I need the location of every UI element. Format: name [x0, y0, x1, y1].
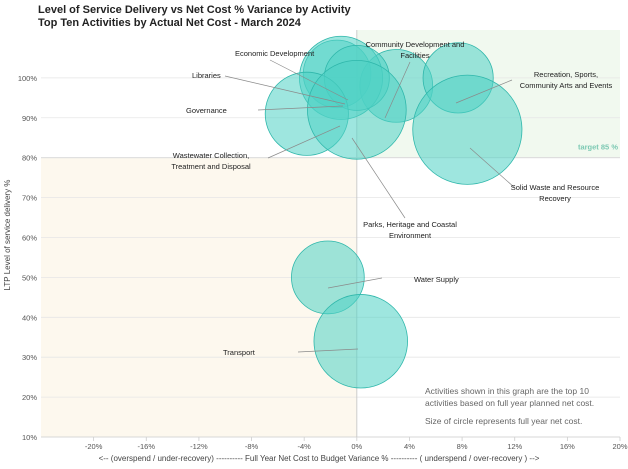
y-tick-label: 90%: [22, 114, 37, 123]
target-label: target 85 %: [578, 143, 618, 152]
y-tick-label: 80%: [22, 154, 37, 163]
x-tick-label: 0%: [351, 442, 362, 451]
x-tick-label: 20%: [612, 442, 627, 451]
bubble-label-line: Libraries: [192, 71, 221, 80]
bubble-label-line: Economic Development: [235, 49, 315, 58]
bubble-label: Libraries: [192, 71, 221, 80]
leader-line: [351, 137, 406, 219]
bubble-label-line: Recreation, Sports,: [534, 70, 598, 79]
leader-line: [257, 105, 344, 111]
x-tick-label: 16%: [560, 442, 575, 451]
bubble-label-line: Community Arts and Events: [520, 81, 613, 90]
leader-line: [224, 75, 346, 105]
x-tick-label: -4%: [298, 442, 312, 451]
bubble-label: Community Development and Facilities: [366, 40, 465, 60]
x-tick-label: 8%: [457, 442, 468, 451]
leader-line: [267, 125, 341, 159]
leader-line: [327, 277, 383, 289]
bubble-label-line: Parks, Heritage and Coastal: [363, 220, 457, 229]
y-tick-label: 70%: [22, 194, 37, 203]
bubble-transport: [313, 294, 408, 389]
chart-title: Level of Service Delivery vs Net Cost % …: [38, 4, 352, 16]
chart-subtitle: Top Ten Activities by Actual Net Cost - …: [38, 17, 302, 29]
bubble-label: Water Supply: [414, 275, 459, 284]
y-tick-label: 30%: [22, 353, 37, 362]
leader-line: [384, 61, 411, 119]
bubble-label-line: Water Supply: [414, 275, 459, 284]
leader-line: [455, 79, 513, 104]
annotation-line: Activities shown in this graph are the t…: [425, 386, 589, 396]
bubble-label: Economic Development: [235, 49, 315, 58]
bubble-label: Parks, Heritage and Coastal Environment: [363, 220, 457, 240]
x-tick-label: -12%: [190, 442, 208, 451]
x-tick-label: -20%: [85, 442, 103, 451]
bubble-label-line: Solid Waste and Resource: [511, 183, 600, 192]
bubble-parks-heritage-and-coastal-environment: [307, 60, 407, 160]
bubble-labels: Economic Development Community Developmen…: [171, 40, 612, 357]
bubble-label: Recreation, Sports, Community Arts and Ev…: [520, 70, 613, 90]
bubble-label: Governance: [186, 106, 227, 115]
x-axis-title: <-- (overspend / under-recovery) -------…: [99, 454, 540, 463]
y-tick-label: 60%: [22, 233, 37, 242]
leader-lines: [224, 59, 516, 353]
bubble-label-line: Facilities: [400, 51, 429, 60]
annotation-note: Activities shown in this graph are the t…: [425, 386, 594, 426]
bubble-label-line: Community Development and: [366, 40, 465, 49]
y-tick-label: 20%: [22, 393, 37, 402]
bubble-label-line: Treatment and Disposal: [171, 162, 251, 171]
bubble-label-line: Wastewater Collection,: [173, 151, 249, 160]
bubble-label-line: Transport: [223, 348, 256, 357]
leader-line: [297, 348, 359, 353]
bubble-solid-waste-and-resource-recovery: [412, 74, 523, 185]
leader-line: [469, 147, 516, 189]
leader-line: [269, 59, 349, 101]
bubble-label: Solid Waste and Resource Recovery: [511, 183, 600, 203]
annotation-line: activities based on full year planned ne…: [425, 398, 594, 408]
x-tick-label: 4%: [404, 442, 415, 451]
bubble-label-line: Governance: [186, 106, 227, 115]
annotation-line: Size of circle represents full year net …: [425, 416, 582, 426]
x-tick-label: -8%: [245, 442, 259, 451]
y-axis-title: LTP Level of service delivery %: [3, 180, 12, 291]
x-tick-label: -16%: [138, 442, 156, 451]
bubbles: [264, 35, 523, 389]
bubble-label: Transport: [223, 348, 256, 357]
y-tick-label: 50%: [22, 273, 37, 282]
x-tick-label: 12%: [507, 442, 522, 451]
y-tick-label: 100%: [18, 74, 38, 83]
axis-ticks: -20% -16% -12% -8% -4% 0% 4% 8% 12% 16% 20% 10% 20% 3…: [18, 74, 628, 451]
y-tick-label: 10%: [22, 433, 37, 442]
bubble-label: Wastewater Collection, Treatment and Disp…: [171, 151, 251, 171]
bubble-label-line: Environment: [389, 231, 432, 240]
bubble-label-line: Recovery: [539, 194, 571, 203]
y-tick-label: 40%: [22, 313, 37, 322]
